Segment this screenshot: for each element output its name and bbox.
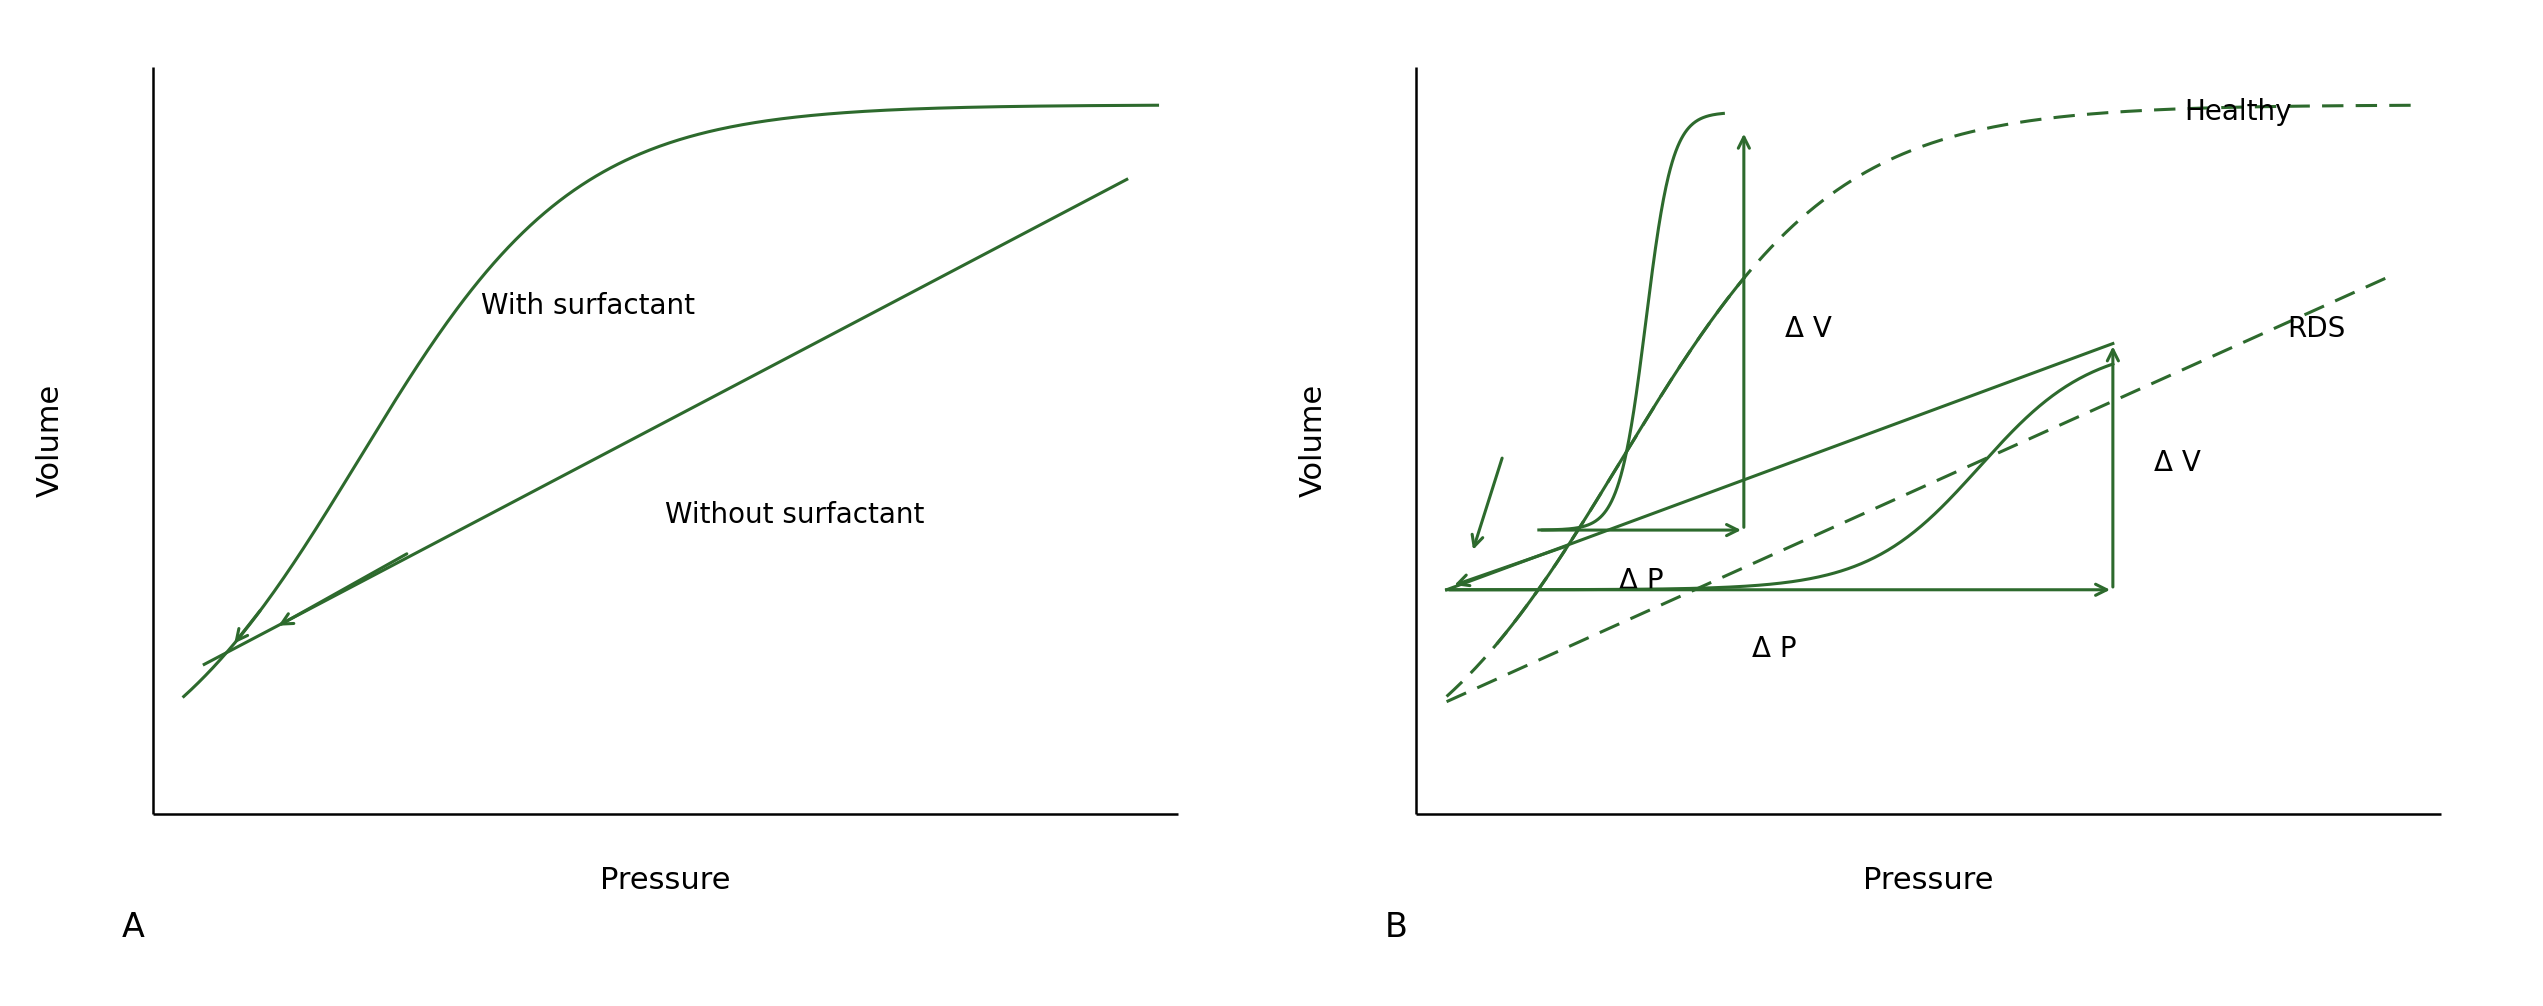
Text: Volume: Volume xyxy=(36,384,66,497)
Text: With surfactant: With surfactant xyxy=(481,293,694,320)
Text: B: B xyxy=(1386,910,1409,944)
Text: Δ V: Δ V xyxy=(2154,449,2200,477)
Text: Δ P: Δ P xyxy=(1752,635,1798,663)
Text: Pressure: Pressure xyxy=(1864,866,1994,894)
Text: Δ V: Δ V xyxy=(1785,315,1831,343)
Text: Volume: Volume xyxy=(1299,384,1327,497)
Text: Pressure: Pressure xyxy=(600,866,730,894)
Text: Without surfactant: Without surfactant xyxy=(666,501,926,529)
Text: A: A xyxy=(122,910,145,944)
Text: Δ P: Δ P xyxy=(1620,567,1663,596)
Text: Healthy: Healthy xyxy=(2184,99,2291,126)
Text: RDS: RDS xyxy=(2286,315,2345,343)
